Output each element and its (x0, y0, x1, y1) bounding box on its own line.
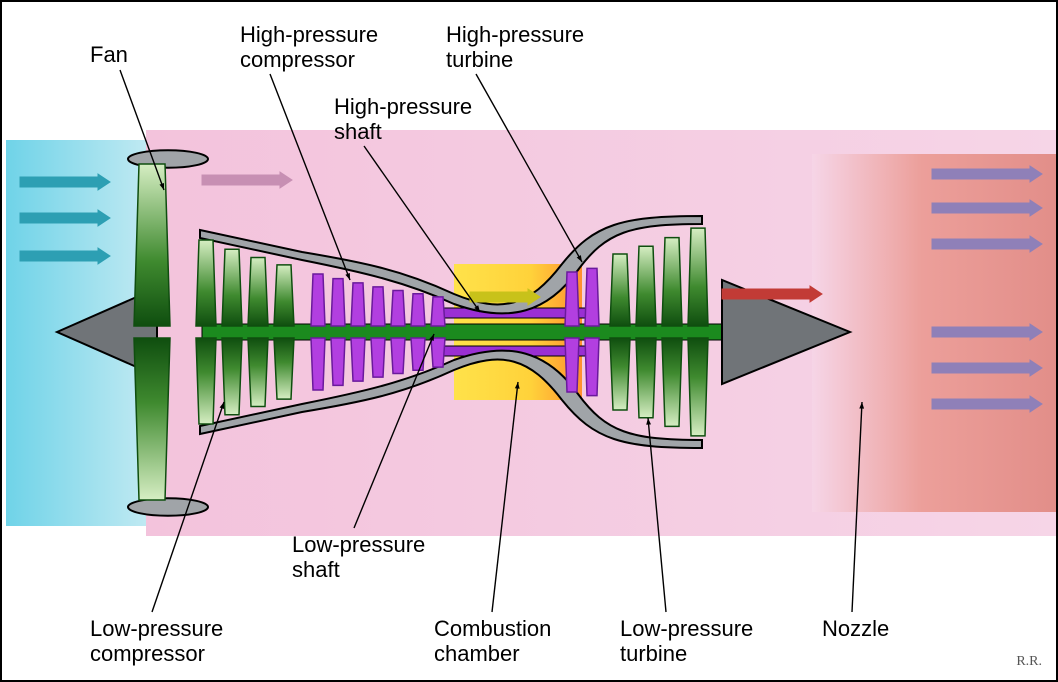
label-hps: High-pressure shaft (334, 94, 472, 145)
hp-compressor-blade-bot (371, 338, 385, 377)
hp-compressor-blade-top (431, 297, 445, 326)
label-fan: Fan (90, 42, 128, 67)
hp-compressor-blade-top (411, 294, 425, 326)
lp-turbine-blade-bot (636, 338, 656, 418)
lp-compressor-blade-bot (274, 338, 294, 399)
signature: R.R. (1016, 654, 1042, 670)
hp-compressor-blade-bot (351, 338, 365, 381)
hp-compressor-blade-bot (391, 338, 405, 374)
lp-compressor-blade-top (196, 240, 216, 326)
label-nozzle: Nozzle (822, 616, 889, 641)
lp-compressor-blade-bot (248, 338, 268, 407)
hp-compressor-blade-top (351, 283, 365, 326)
hp-compressor-blade-bot (311, 338, 325, 390)
lp-compressor-blade-top (248, 257, 268, 326)
lp-compressor-blade-top (222, 249, 242, 326)
lp-compressor-blade-bot (222, 338, 242, 415)
engine-svg (2, 2, 1058, 682)
lp-turbine-blade-bot (688, 338, 708, 436)
lp-turbine-blade-top (610, 254, 630, 326)
lp-compressor-blade-bot (196, 338, 216, 424)
hp-turbine-blade-top (585, 268, 599, 326)
hp-compressor-blade-top (331, 279, 345, 326)
hp-turbine-blade-top (565, 272, 579, 326)
hp-compressor-blade-bot (411, 338, 425, 370)
label-comb: Combustion chamber (434, 616, 551, 667)
fan-cowl-bot (128, 498, 208, 516)
lp-compressor-blade-top (274, 265, 294, 326)
hp-compressor-blade-top (371, 287, 385, 326)
label-hpc: High-pressure compressor (240, 22, 378, 73)
lp-turbine-blade-bot (662, 338, 682, 426)
hp-compressor-blade-bot (331, 338, 345, 385)
lp-turbine-blade-top (662, 238, 682, 326)
hp-compressor-blade-top (311, 274, 325, 326)
hp-compressor-blade-bot (431, 338, 445, 367)
fan-blade-top (134, 164, 170, 326)
hp-compressor-blade-top (391, 290, 405, 326)
fan-blade-bot (134, 338, 170, 500)
label-lpt: Low-pressure turbine (620, 616, 753, 667)
label-lps: Low-pressure shaft (292, 532, 425, 583)
lp-turbine-blade-bot (610, 338, 630, 410)
hp-turbine-blade-bot (585, 338, 599, 396)
lp-turbine-blade-top (688, 228, 708, 326)
hp-turbine-blade-bot (565, 338, 579, 392)
diagram-stage: Fan High-pressure compressor High-pressure… (0, 0, 1058, 682)
lp-turbine-blade-top (636, 246, 656, 326)
label-lpc: Low-pressure compressor (90, 616, 223, 667)
label-hpt: High-pressure turbine (446, 22, 584, 73)
